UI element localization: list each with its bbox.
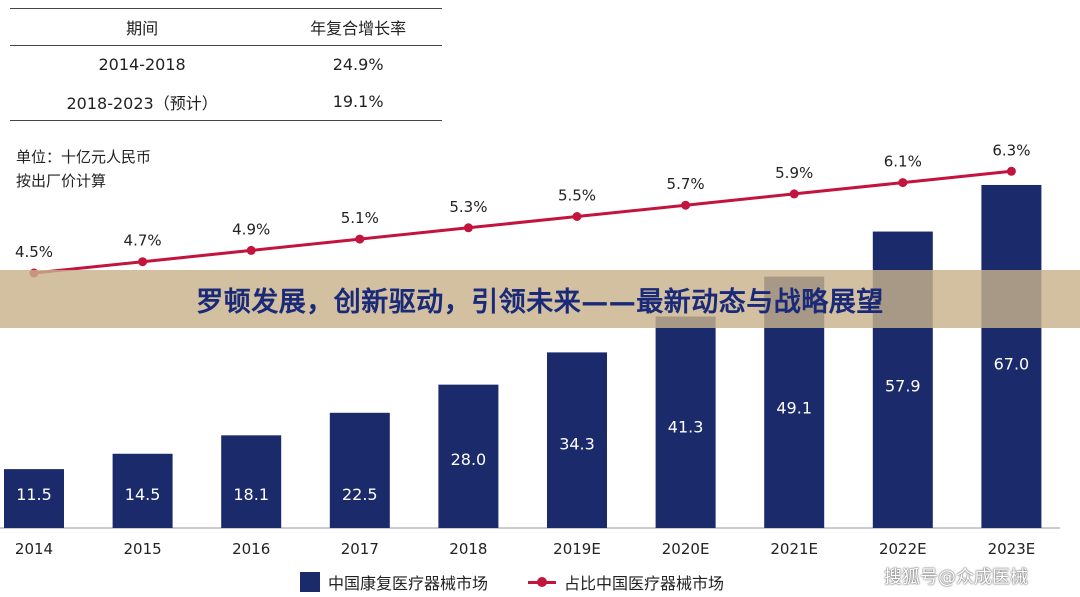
line-data-label: 6.3% bbox=[992, 141, 1030, 159]
line-data-label: 5.1% bbox=[341, 209, 379, 227]
bar-data-label: 49.1 bbox=[776, 398, 812, 417]
line-series bbox=[33, 169, 1012, 275]
bar bbox=[221, 435, 282, 528]
bar-data-label: 18.1 bbox=[233, 485, 269, 504]
legend-swatch-bar bbox=[300, 572, 320, 592]
legend-label-line: 占比中国医疗器械市场 bbox=[564, 574, 725, 593]
unit-note-line1: 单位：十亿元人民币 bbox=[16, 148, 152, 166]
line-point bbox=[789, 189, 799, 199]
bar bbox=[655, 316, 716, 528]
cagr-table: 期间 年复合增长率 2014-2018 24.9% 2018-2023（预计） … bbox=[10, 8, 442, 121]
x-tick-label: 2015 bbox=[124, 540, 162, 558]
table-header-cagr: 年复合增长率 bbox=[274, 8, 442, 46]
x-tick-label: 2022E bbox=[879, 540, 927, 558]
line-data-label: 4.9% bbox=[232, 220, 270, 238]
bar-data-label: 11.5 bbox=[16, 485, 52, 504]
x-tick-label: 2017 bbox=[341, 540, 379, 558]
line-point bbox=[1006, 166, 1016, 176]
legend-swatch-line bbox=[528, 572, 557, 592]
bar bbox=[547, 352, 607, 528]
x-tick-label: 2018 bbox=[449, 540, 487, 558]
chart-legend: 中国康复医疗器械市场 占比中国医疗器械市场 bbox=[300, 570, 724, 594]
bar bbox=[438, 384, 499, 528]
bar-data-label: 67.0 bbox=[994, 354, 1030, 373]
bar bbox=[981, 184, 1042, 528]
x-tick-label: 2020E bbox=[662, 540, 710, 558]
x-tick-label: 2019E bbox=[553, 540, 601, 558]
x-tick-label: 2016 bbox=[232, 540, 270, 558]
legend-label-bar: 中国康复医疗器械市场 bbox=[328, 574, 489, 593]
banner-title: 罗顿发展，创新驱动，引领未来——最新动态与战略展望 bbox=[196, 286, 884, 318]
bar-data-label: 14.5 bbox=[125, 485, 161, 504]
table-cell-cagr: 24.9% bbox=[332, 55, 384, 74]
table-row: 2018-2023（预计） 19.1% bbox=[10, 83, 442, 121]
table-header-period: 期间 bbox=[10, 8, 275, 46]
line-point bbox=[898, 178, 908, 188]
line-data-label: 6.1% bbox=[884, 153, 922, 171]
line-point bbox=[681, 200, 691, 210]
table-cell-period: 2014-2018 bbox=[98, 55, 186, 74]
bar-data-label: 22.5 bbox=[342, 485, 378, 504]
bar-data-label: 34.3 bbox=[559, 435, 595, 454]
line-point bbox=[246, 245, 256, 255]
line-point bbox=[355, 234, 365, 244]
line-data-label: 5.7% bbox=[667, 175, 705, 193]
unit-note-line2: 按出厂价计算 bbox=[16, 172, 107, 190]
line-data-label: 5.5% bbox=[558, 187, 596, 205]
bar-data-label: 28.0 bbox=[451, 450, 487, 469]
line-data-label: 5.3% bbox=[449, 198, 487, 216]
bar-data-label: 41.3 bbox=[668, 418, 704, 437]
line-data-label: 5.9% bbox=[775, 164, 813, 182]
table-header-row: 期间 年复合增长率 bbox=[10, 8, 442, 46]
line-point bbox=[138, 257, 148, 267]
line-data-label: 4.5% bbox=[15, 243, 53, 261]
title-banner: 罗顿发展，创新驱动，引领未来——最新动态与战略展望 bbox=[0, 270, 1080, 328]
line-point bbox=[463, 223, 473, 233]
table-cell-cagr: 19.1% bbox=[274, 83, 442, 121]
line-data-label: 4.7% bbox=[124, 232, 162, 250]
x-tick-label: 2014 bbox=[15, 540, 53, 558]
bar bbox=[4, 469, 64, 528]
watermark: 搜狐号@众成医械 bbox=[884, 567, 1028, 588]
bar bbox=[112, 453, 173, 528]
x-tick-label: 2021E bbox=[770, 540, 818, 558]
line-point bbox=[572, 212, 582, 221]
table-row: 2014-2018 24.9% bbox=[10, 46, 442, 84]
bar bbox=[329, 412, 390, 528]
table-cell-period: 2018-2023（预计） bbox=[10, 83, 275, 121]
bar-data-label: 57.9 bbox=[885, 377, 921, 396]
x-tick-label: 2023E bbox=[988, 540, 1036, 558]
